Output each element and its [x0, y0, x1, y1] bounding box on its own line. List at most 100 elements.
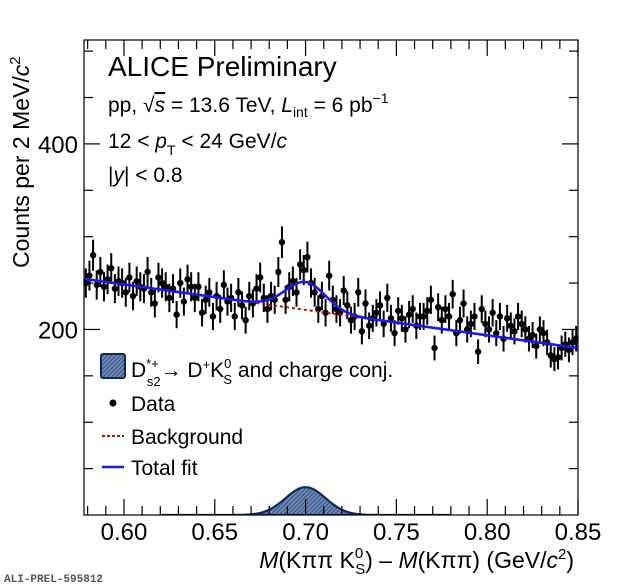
data-point	[409, 305, 416, 313]
data-point	[144, 268, 151, 276]
data-point	[358, 328, 366, 335]
data-point	[489, 309, 496, 316]
data-point	[129, 292, 137, 300]
data-point	[398, 315, 406, 322]
data-point	[325, 272, 333, 279]
data-point	[122, 289, 129, 296]
y-tick-label: 400	[38, 132, 78, 159]
data-point	[402, 326, 409, 333]
data-point	[278, 239, 286, 246]
data-point	[456, 316, 464, 324]
data-point	[155, 274, 162, 281]
data-point	[184, 276, 191, 283]
y-tick-label: 200	[38, 317, 78, 344]
data-point	[344, 302, 351, 309]
data-point	[474, 348, 482, 355]
data-point	[264, 305, 271, 313]
data-point	[391, 329, 398, 337]
annotation-rapidity: |y| < 0.8	[108, 164, 183, 187]
data-point	[460, 300, 467, 307]
data-point	[384, 294, 391, 302]
legend-label-signal: D*+ s2→ D+K0 S and charge conj.	[131, 356, 393, 389]
data-point	[482, 320, 489, 328]
data-point	[420, 313, 427, 320]
data-point	[322, 309, 329, 316]
data-point	[424, 307, 431, 315]
data-point	[365, 322, 373, 329]
data-point	[235, 289, 242, 296]
data-point	[100, 283, 108, 290]
data-point	[300, 266, 307, 274]
data-point	[355, 289, 362, 296]
data-point	[387, 315, 395, 322]
data-point	[86, 272, 93, 279]
x-tick-label: 0.65	[191, 519, 238, 546]
x-axis-label: M(Kππ K0 S) – M(Kππ) (GeV/c2)	[259, 545, 574, 578]
x-tick-label: 0.80	[464, 519, 511, 546]
data-point	[111, 285, 119, 292]
data-point	[311, 289, 318, 296]
data-point	[572, 335, 578, 342]
data-point	[394, 307, 402, 315]
data-point	[108, 265, 115, 272]
data-point	[275, 268, 282, 276]
data-point	[427, 296, 435, 303]
legend-item-background: Background	[102, 426, 243, 449]
data-point	[177, 279, 184, 287]
legend-item-total-fit: Total fit	[102, 457, 198, 480]
y-tick-labels: 200 400	[38, 132, 78, 345]
data-point	[467, 320, 475, 328]
annotation-pt-range: 12 < pT < 24 GeV/c	[108, 130, 288, 158]
data-point	[485, 326, 493, 333]
data-point	[405, 311, 413, 318]
data-point	[147, 289, 155, 296]
data-point	[231, 313, 238, 320]
data-point	[340, 287, 347, 294]
data-point	[540, 329, 547, 337]
x-tick-label: 0.85	[555, 519, 602, 546]
data-point	[89, 252, 97, 259]
legend-marker-data	[109, 399, 117, 407]
legend-label-background: Background	[131, 426, 243, 449]
chart-title: ALICE Preliminary	[108, 51, 337, 82]
data-point	[449, 290, 456, 298]
data-point	[376, 302, 384, 309]
data-point	[296, 261, 304, 268]
x-tick-label: 0.60	[101, 519, 148, 546]
data-point	[93, 281, 100, 289]
legend-item-signal: D*+ s2→ D+K0 S and charge conj.	[100, 353, 393, 389]
data-point	[445, 313, 453, 320]
legend-item-data: Data	[109, 393, 176, 416]
data-point	[206, 289, 213, 296]
data-point	[238, 302, 246, 309]
x-tick-labels: 0.60 0.65 0.70 0.75 0.80 0.85	[101, 519, 602, 546]
axis-ticks	[84, 40, 579, 515]
data-point	[282, 296, 289, 303]
annotation-collision: pp, √s = 13.6 TeV, Lint = 6 pb−1	[108, 90, 389, 120]
data-point	[503, 315, 511, 322]
data-point	[380, 320, 387, 328]
plot-frame	[83, 39, 579, 516]
legend-swatch-signal	[100, 353, 126, 379]
data-point	[514, 313, 522, 320]
data-point	[373, 309, 380, 316]
data-point	[133, 278, 140, 285]
data-point	[518, 320, 525, 328]
data-point	[529, 331, 536, 339]
data-point	[180, 298, 188, 305]
data-point	[493, 329, 500, 337]
data-point	[362, 300, 369, 307]
data-point	[209, 313, 217, 320]
data-point	[431, 344, 438, 352]
legend-label-data: Data	[131, 393, 176, 416]
data-point	[217, 305, 224, 313]
data-point	[434, 303, 442, 311]
data-point	[187, 283, 195, 290]
data-point	[195, 283, 202, 290]
data-point	[496, 313, 504, 320]
data-point	[198, 309, 206, 316]
data-point	[511, 328, 518, 335]
data-point	[442, 305, 449, 313]
data-point	[554, 354, 562, 361]
x-tick-label: 0.75	[373, 519, 420, 546]
